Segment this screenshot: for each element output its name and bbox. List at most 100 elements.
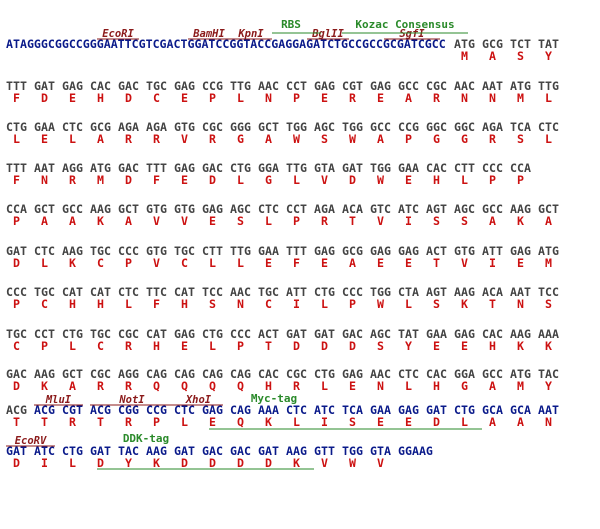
- amino-acid: V: [321, 456, 328, 470]
- codon: CCA: [6, 202, 27, 216]
- codon: CGC: [426, 79, 447, 93]
- codon: GAG: [370, 244, 391, 258]
- amino-acid: V: [181, 132, 188, 146]
- codon: CTG: [62, 444, 83, 458]
- amino-acid: P: [293, 214, 300, 228]
- codon: TTT: [6, 161, 27, 175]
- amino-acid: F: [13, 91, 20, 105]
- amino-acid: D: [181, 456, 188, 470]
- codon: GAT: [90, 444, 111, 458]
- restriction-site: EcoRV: [15, 435, 47, 447]
- amino-acid: N: [545, 415, 552, 429]
- amino-acid: L: [209, 339, 216, 353]
- codon: TTC: [146, 285, 167, 299]
- amino-acid: P: [489, 173, 496, 187]
- codon: CCC: [230, 327, 251, 341]
- amino-acid: I: [405, 214, 412, 228]
- codon: CTG: [230, 161, 251, 175]
- amino-acid: K: [517, 214, 524, 228]
- amino-acid: T: [97, 415, 104, 429]
- amino-acid: Y: [545, 49, 552, 63]
- codon: AGC: [454, 202, 475, 216]
- amino-acid: L: [181, 415, 188, 429]
- codon: CCG: [398, 120, 419, 134]
- codon: AAG: [510, 327, 531, 341]
- codon: GTG: [174, 120, 195, 134]
- restriction-site: KpnI: [237, 28, 264, 40]
- restriction-site: EcoRI: [102, 28, 134, 40]
- codon: CAG: [146, 367, 167, 381]
- codon: TGC: [174, 244, 195, 258]
- amino-acid: C: [97, 339, 104, 353]
- amino-acid: E: [265, 256, 272, 270]
- amino-acid: W: [349, 456, 356, 470]
- codon: AAG: [146, 444, 167, 458]
- amino-acid: A: [349, 256, 356, 270]
- codon: TTG: [230, 79, 251, 93]
- codon: CTC: [62, 120, 83, 134]
- codon: ACT: [258, 327, 279, 341]
- amino-acid: T: [433, 256, 440, 270]
- codon: ATG: [454, 37, 475, 51]
- amino-acid: C: [13, 339, 20, 353]
- codon: CAT: [90, 285, 111, 299]
- amino-acid: E: [181, 173, 188, 187]
- amino-acid: A: [545, 214, 552, 228]
- codon: GGG: [230, 120, 251, 134]
- codon: GTG: [174, 202, 195, 216]
- amino-acid: K: [69, 256, 76, 270]
- amino-acid: N: [517, 297, 524, 311]
- amino-acid: V: [461, 256, 468, 270]
- codon: GAG: [174, 327, 195, 341]
- codon: AGA: [146, 120, 167, 134]
- codon: CAG: [230, 403, 251, 417]
- amino-acid: D: [349, 173, 356, 187]
- codon: CGT: [62, 403, 83, 417]
- amino-acid: N: [41, 173, 48, 187]
- codon: GAT: [426, 403, 447, 417]
- codon: CGC: [202, 120, 223, 134]
- amino-acid: S: [321, 132, 328, 146]
- codon: GAT: [342, 161, 363, 175]
- restriction-site: MluI: [45, 394, 72, 406]
- amino-acid: G: [265, 173, 272, 187]
- codon: GAC: [6, 367, 27, 381]
- codon: CCG: [202, 79, 223, 93]
- codon: GAT: [174, 444, 195, 458]
- restriction-site: NotI: [118, 394, 145, 406]
- amino-acid: E: [181, 339, 188, 353]
- codon: GAA: [370, 403, 391, 417]
- amino-acid: H: [433, 379, 440, 393]
- amino-acid: E: [209, 415, 216, 429]
- codon: TGC: [34, 285, 55, 299]
- amino-acid: L: [237, 173, 244, 187]
- leader-sequence: ATAGGGCGGCCGGGAATTCGTCGACTGGATCCGGTACCGA…: [6, 37, 446, 51]
- codon: AGC: [314, 120, 335, 134]
- codon: CTG: [6, 120, 27, 134]
- amino-acid: R: [97, 379, 104, 393]
- amino-acid: P: [125, 256, 132, 270]
- amino-acid: I: [489, 256, 496, 270]
- amino-acid: I: [41, 456, 48, 470]
- codon: CCT: [34, 327, 55, 341]
- codon: GCT: [62, 367, 83, 381]
- codon: GTG: [146, 202, 167, 216]
- codon: GCT: [538, 202, 559, 216]
- codon: GGC: [426, 120, 447, 134]
- codon: GAA: [426, 327, 447, 341]
- amino-acid: S: [433, 297, 440, 311]
- amino-acid: V: [377, 456, 384, 470]
- codon: TGC: [90, 244, 111, 258]
- codon: GAT: [258, 444, 279, 458]
- codon: AAG: [454, 285, 475, 299]
- amino-acid: S: [545, 297, 552, 311]
- codon: GAG: [510, 244, 531, 258]
- codon: GCC: [370, 120, 391, 134]
- codon: TGC: [146, 79, 167, 93]
- amino-acid: T: [349, 214, 356, 228]
- codon: TTG: [286, 161, 307, 175]
- codon: GGAAG: [398, 444, 433, 458]
- amino-acid: V: [153, 214, 160, 228]
- codon: CTC: [538, 120, 559, 134]
- codon: TAC: [118, 444, 139, 458]
